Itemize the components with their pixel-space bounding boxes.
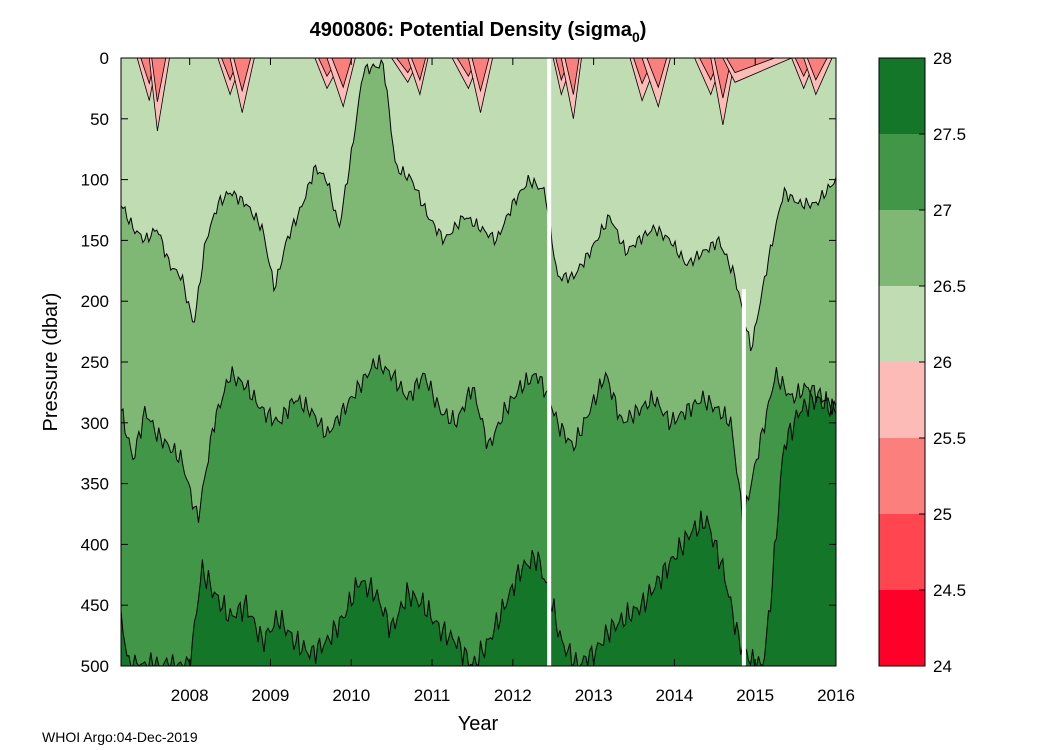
lens-25.0	[410, 58, 427, 82]
lens-25.0	[151, 58, 167, 102]
colorbar-bin	[879, 210, 925, 286]
data-gap	[741, 289, 746, 666]
x-tick-label: 2016	[817, 686, 855, 705]
lens-25.0	[233, 58, 252, 93]
footer-text: WHOI Argo:04-Dec-2019	[42, 729, 198, 745]
y-tick-label: 150	[81, 231, 109, 250]
y-axis-label: Pressure (dbar)	[40, 293, 62, 432]
y-tick-label: 250	[81, 353, 109, 372]
y-tick-label: 300	[81, 414, 109, 433]
lens-25.0	[726, 58, 775, 74]
x-tick-label: 2010	[332, 686, 370, 705]
contour-line-26.5	[121, 58, 836, 352]
colorbar-tick-label: 27.5	[933, 125, 966, 144]
colorbar-bin	[879, 514, 925, 590]
plot-area	[120, 57, 837, 667]
colorbar: 24 24.5 25 25.5 26 26.5 27 27.5 28	[878, 49, 966, 676]
chart-title: 4900806: Potential Density (sigma0)	[310, 19, 647, 45]
lens-25.0	[806, 58, 828, 81]
colorbar-tick-label: 25.5	[933, 429, 966, 448]
colorbar-tick-label: 27	[933, 201, 952, 220]
y-tick-label: 50	[90, 110, 109, 129]
colorbar-bin	[879, 286, 925, 362]
colorbar-tick-label: 26.5	[933, 277, 966, 296]
y-tick-label: 450	[81, 596, 109, 615]
lens-25.0	[713, 58, 732, 99]
y-tick-label: 0	[100, 49, 109, 68]
colorbar-bin	[879, 362, 925, 438]
colorbar-tick-label: 24	[933, 657, 952, 676]
colorbar-bin	[879, 438, 925, 514]
colorbar-tick-label: 25	[933, 505, 952, 524]
x-tick-label: 2009	[252, 686, 290, 705]
lens-25.0	[331, 58, 353, 89]
band-below-27.5	[121, 391, 836, 666]
y-axis: 0 50 100 150 200 250 300 350 400 450 500	[81, 49, 836, 676]
x-tick-label: 2013	[575, 686, 613, 705]
data-gap	[547, 58, 552, 666]
colorbar-tick-label: 28	[933, 49, 952, 68]
y-tick-label: 400	[81, 535, 109, 554]
x-axis-label: Year	[458, 713, 499, 735]
x-axis: 2008 2009 2010 2011 2012 2013 2014 2015 2016	[171, 58, 855, 705]
x-tick-label: 2008	[171, 686, 209, 705]
colorbar-bin	[879, 590, 925, 666]
lens-25.0	[646, 58, 668, 89]
x-tick-label: 2012	[494, 686, 532, 705]
colorbar-bin	[879, 58, 925, 134]
x-tick-label: 2015	[736, 686, 774, 705]
colorbar-bin	[879, 134, 925, 210]
y-tick-label: 200	[81, 292, 109, 311]
contour-line-27	[121, 354, 836, 527]
y-tick-label: 100	[81, 171, 109, 190]
lens-25.0	[471, 58, 490, 93]
colorbar-tick-label: 24.5	[933, 581, 966, 600]
x-tick-label: 2011	[414, 686, 451, 705]
x-tick-label: 2014	[656, 686, 694, 705]
lens-25.0	[564, 58, 580, 95]
colorbar-tick-label: 26	[933, 353, 952, 372]
y-tick-label: 500	[81, 657, 109, 676]
y-tick-label: 350	[81, 475, 109, 494]
